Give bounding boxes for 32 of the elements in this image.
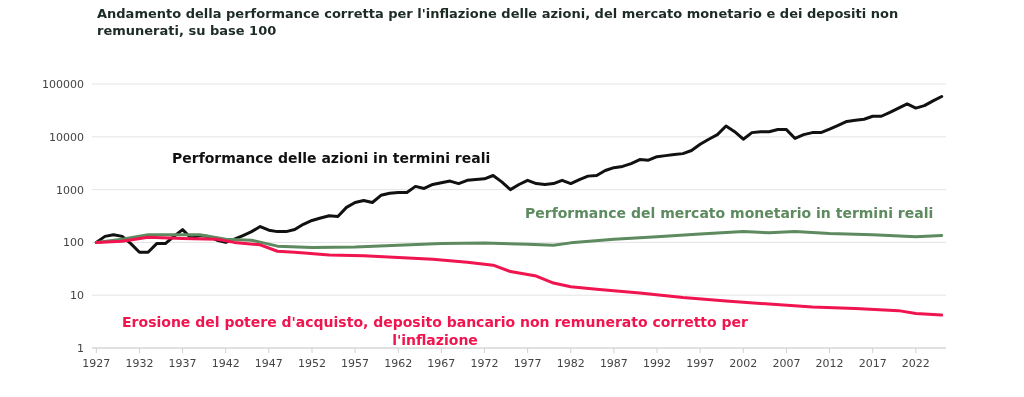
y-tick-label: 10 <box>70 289 84 303</box>
line-series <box>94 94 944 254</box>
x-tick-label: 1977 <box>513 357 542 370</box>
x-tick-label: 1992 <box>643 357 672 370</box>
x-tick-label: 1987 <box>599 357 628 370</box>
series-label: Erosione del potere d'acquisto, deposito bancario non remunerato corretto per l'inflazione <box>122 314 749 348</box>
x-tick-label: 1932 <box>125 357 154 370</box>
x-tick-label: 2012 <box>815 357 844 370</box>
x-tick-label: 1962 <box>384 357 413 370</box>
x-tick-label: 1957 <box>341 357 370 370</box>
x-tick-label: 1997 <box>686 357 715 370</box>
chart-title: Andamento della performance corretta per l'inflazione delle azioni, del mercato monetario e dei depositi non remunerati, su base 100 <box>97 6 899 38</box>
x-tick-label: 1937 <box>168 357 197 370</box>
x-tick-label: 1982 <box>556 357 585 370</box>
x-tick-label: 1952 <box>297 357 326 370</box>
series-label: Performance delle azioni in termini reali <box>172 150 491 166</box>
x-tick-label: 1947 <box>254 357 283 370</box>
x-tick-label: 2002 <box>729 357 758 370</box>
x-tick-label: 1942 <box>211 357 240 370</box>
x-tick-label: 2017 <box>858 357 887 370</box>
line-series <box>94 235 944 317</box>
y-tick-label: 1000 <box>56 183 84 197</box>
series-label: Performance del mercato monetario in termini reali <box>525 205 934 221</box>
y-tick-label: 100000 <box>42 78 84 91</box>
y-tick-label: 100 <box>63 236 84 250</box>
x-tick-label: 2007 <box>772 357 801 370</box>
x-tick-label: 1927 <box>82 357 111 370</box>
x-tick-label: 1967 <box>427 357 456 370</box>
x-tick-label: 1972 <box>470 357 499 370</box>
y-tick-label: 10000 <box>49 130 84 144</box>
x-tick-label: 2022 <box>901 357 930 370</box>
y-tick-label: 1 <box>77 342 84 355</box>
